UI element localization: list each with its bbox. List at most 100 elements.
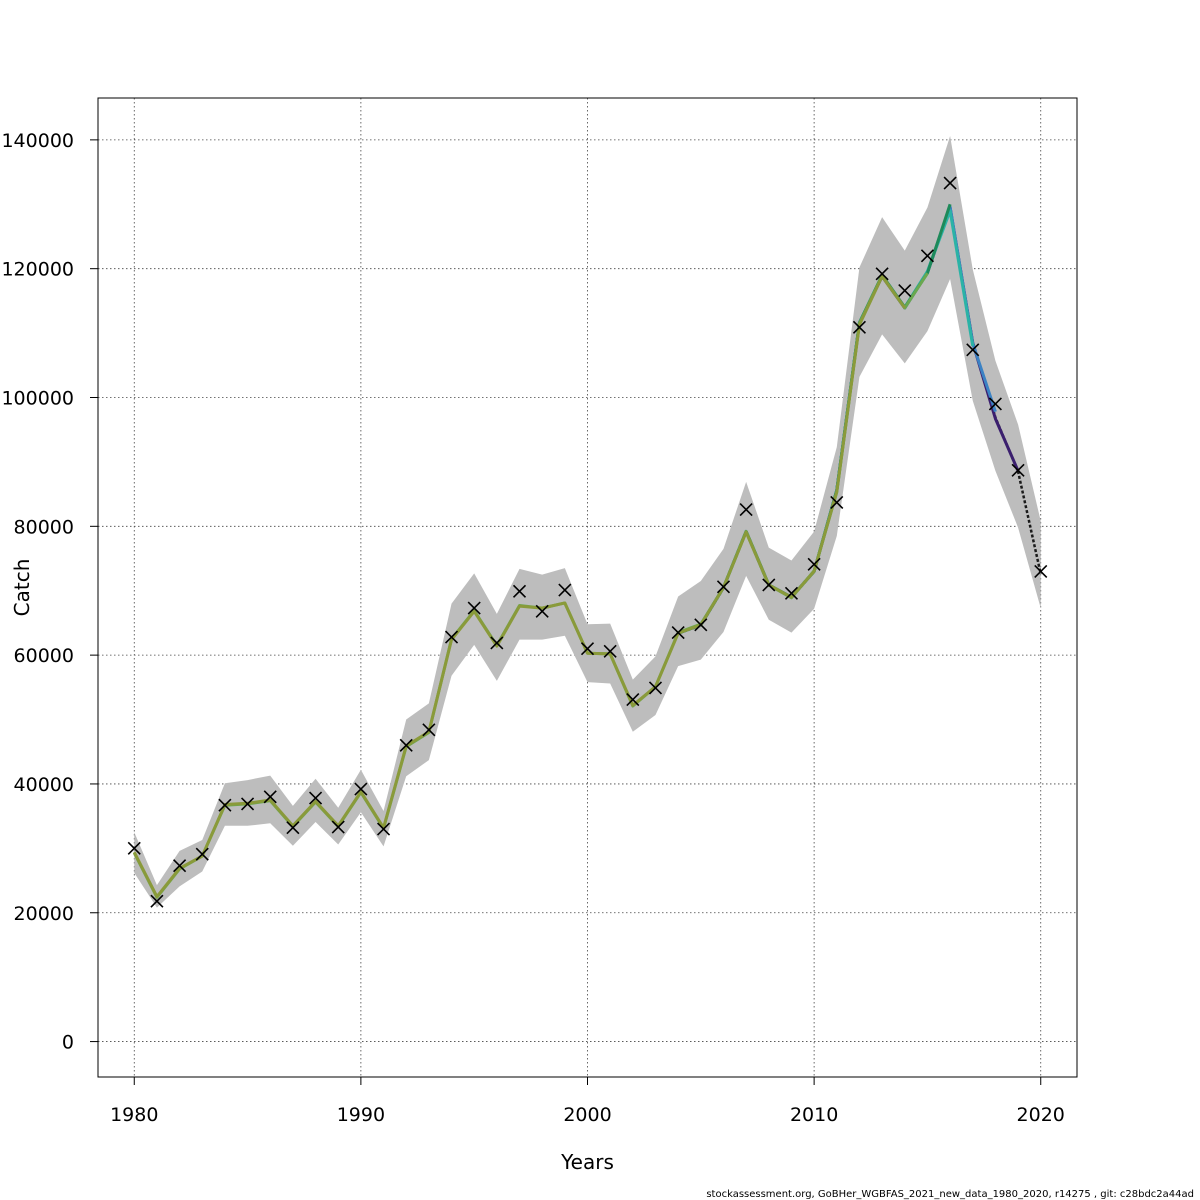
y-tick-label: 60000	[14, 645, 74, 667]
observed-point	[1034, 564, 1048, 578]
observed-point-stroke	[308, 791, 323, 805]
observed-point	[399, 738, 413, 752]
observed-point	[830, 495, 844, 510]
observed-point	[988, 397, 1002, 411]
y-tick-label: 20000	[14, 903, 74, 925]
observed-point	[580, 642, 595, 656]
observed-point-stroke	[898, 284, 912, 298]
observed-point	[671, 626, 685, 640]
y-tick-label: 140000	[1, 130, 74, 152]
observed-point	[626, 693, 640, 707]
observed-point-stroke	[626, 693, 640, 707]
observed-point-stroke	[558, 583, 572, 597]
observed-point-stroke	[966, 343, 980, 357]
observed-point-stroke	[218, 798, 232, 812]
observed-point-stroke	[852, 320, 867, 334]
observed-point	[195, 847, 209, 861]
observed-point-stroke	[648, 681, 663, 695]
observed-point-stroke	[603, 644, 617, 658]
observed-point-stroke	[331, 820, 345, 834]
observed-point	[535, 604, 549, 618]
observed-point	[286, 821, 300, 835]
observed-point-stroke	[988, 397, 1002, 411]
confidence-band	[134, 136, 1041, 908]
observed-point-stroke	[1011, 463, 1025, 477]
observed-point	[173, 859, 187, 873]
footer-note: stockassessment.org, GoBHer_WGBFAS_2021_…	[706, 1189, 1194, 1200]
y-tick-label: 0	[62, 1032, 74, 1054]
observed-point	[241, 797, 255, 811]
confidence-band-area	[134, 136, 1041, 908]
observed-point-stroke	[716, 580, 731, 594]
observed-point	[1011, 463, 1025, 477]
observed-point-stroke	[512, 584, 527, 598]
observed-point-stroke	[694, 618, 708, 632]
observed-point	[444, 630, 459, 644]
y-axis: 0 20000 40000 60000 80000 100000 120000 140000	[1, 130, 98, 1054]
observed-point-stroke	[354, 782, 368, 796]
x-tick-label: 2010	[790, 1104, 838, 1126]
observed-point-stroke	[286, 821, 300, 835]
observed-point	[127, 841, 141, 855]
x-tick-label: 2000	[563, 1104, 611, 1126]
observed-point-stroke	[580, 642, 595, 656]
observed-point	[354, 782, 368, 796]
observed-point	[807, 557, 821, 571]
observed-point	[784, 586, 799, 600]
observed-point-stroke	[444, 630, 459, 644]
observed-point	[422, 723, 436, 737]
observed-point-stroke	[671, 626, 685, 640]
observed-point	[739, 503, 753, 517]
observed-point	[875, 267, 889, 281]
y-axis-title: Catch	[10, 559, 34, 617]
observed-point-stroke	[150, 894, 164, 908]
observed-point-stroke	[1034, 564, 1048, 578]
observed-point	[218, 798, 232, 812]
observed-point	[943, 176, 957, 190]
observed-point-stroke	[263, 790, 277, 804]
observed-point-stroke	[739, 503, 753, 517]
y-tick-label: 120000	[1, 259, 74, 281]
observed-point	[490, 636, 504, 650]
y-tick-label: 40000	[14, 774, 74, 796]
observed-point	[150, 894, 164, 908]
observed-point	[467, 601, 481, 615]
observed-point-stroke	[762, 578, 776, 592]
x-axis: 1980 1990 2000 2010 2020	[110, 1077, 1065, 1126]
x-tick-label: 1980	[110, 1104, 158, 1126]
observed-point-stroke	[467, 601, 481, 615]
observed-point	[648, 681, 663, 695]
observed-point	[920, 249, 934, 263]
observed-point-stroke	[920, 249, 934, 263]
observed-point-stroke	[490, 636, 504, 650]
observed-point-stroke	[875, 267, 889, 281]
observed-point	[852, 320, 867, 334]
observed-point-stroke	[807, 557, 821, 571]
observed-point	[898, 284, 912, 298]
observed-point-stroke	[784, 586, 799, 600]
observed-point	[966, 343, 980, 357]
observed-point	[512, 584, 527, 598]
observed-point-stroke	[241, 797, 255, 811]
observed-point-stroke	[943, 176, 957, 190]
observed-point-stroke	[830, 495, 844, 510]
observed-point	[603, 644, 617, 658]
observed-point	[558, 583, 572, 597]
x-tick-label: 2020	[1017, 1104, 1065, 1126]
x-tick-label: 1990	[337, 1104, 385, 1126]
y-tick-label: 80000	[14, 516, 74, 538]
observed-point	[716, 580, 731, 594]
observed-point-stroke	[399, 738, 413, 752]
observed-point	[331, 820, 345, 834]
observed-point	[263, 790, 277, 804]
observed-point-stroke	[127, 841, 141, 855]
observed-point	[376, 822, 391, 836]
observed-point-stroke	[173, 859, 187, 873]
x-axis-title: Years	[560, 1150, 614, 1174]
observed-point-stroke	[535, 604, 549, 618]
observed-point	[694, 618, 708, 632]
observed-markers	[127, 176, 1048, 908]
observed-point-stroke	[376, 822, 391, 836]
observed-point-stroke	[422, 723, 436, 737]
